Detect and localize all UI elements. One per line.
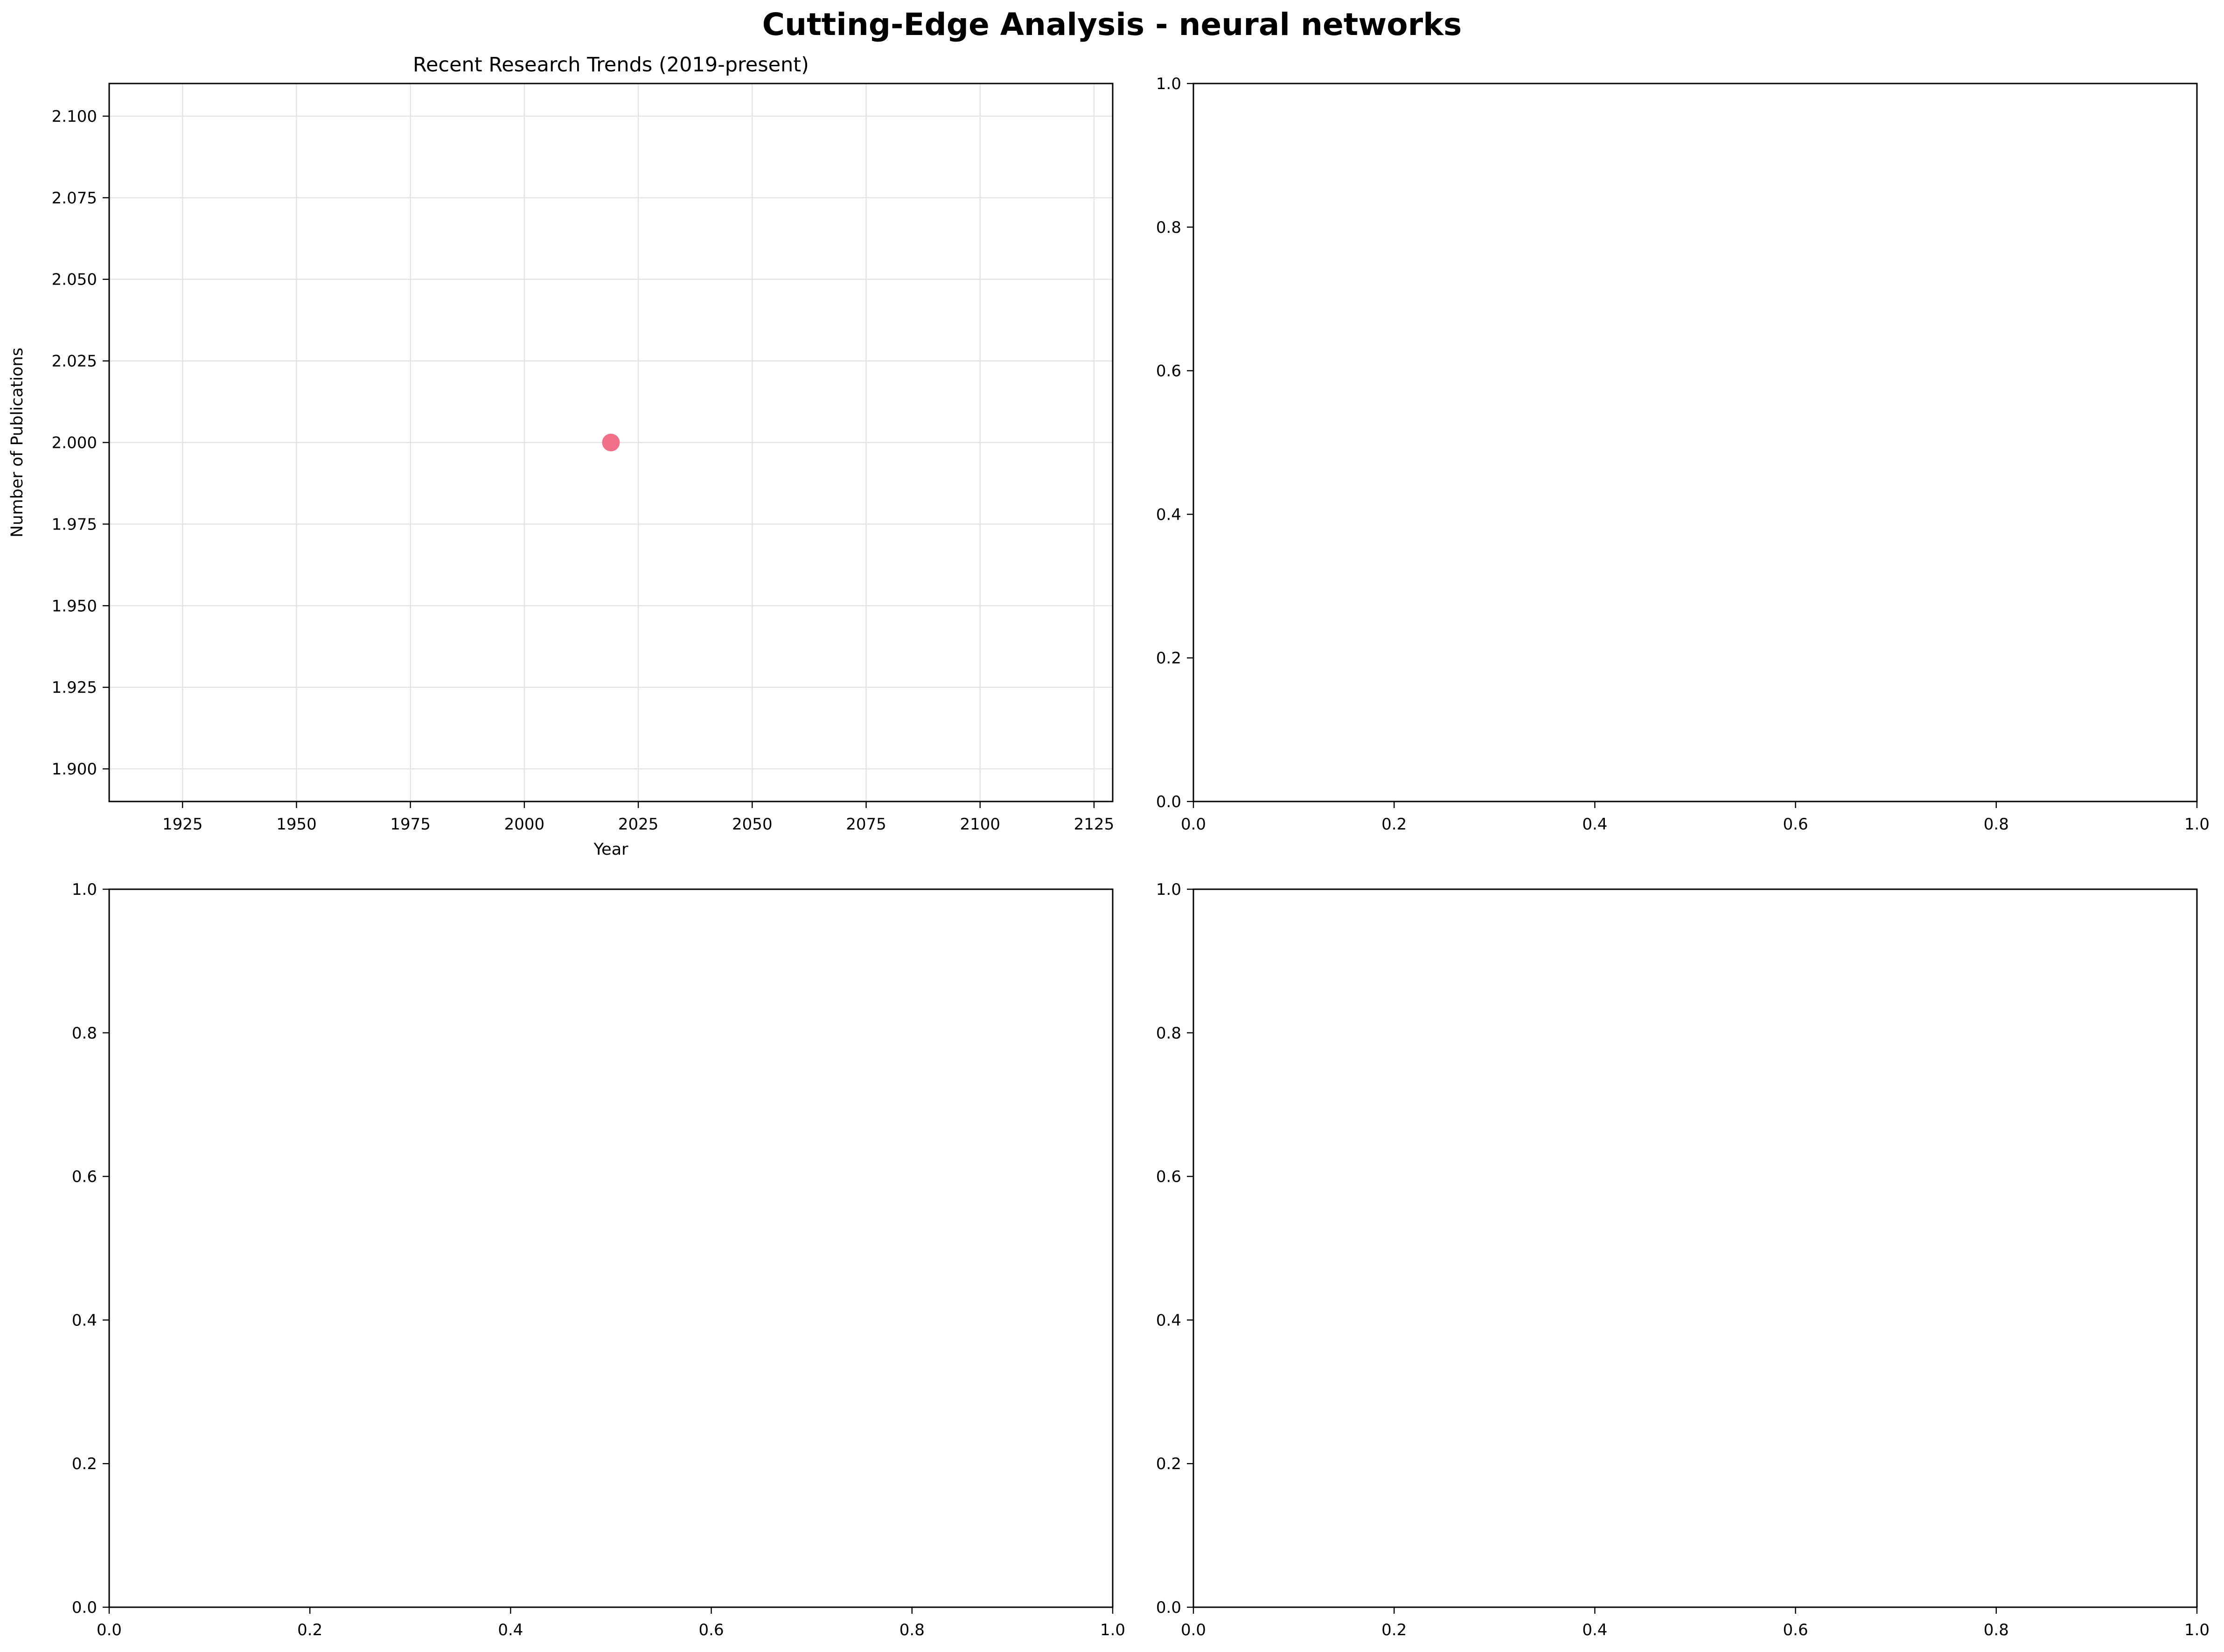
y-tick-label: 0.2 [72, 1455, 97, 1473]
x-tick-label: 0.4 [498, 1621, 523, 1639]
axes-frame [1192, 888, 2198, 1608]
x-tick-label: 1950 [276, 815, 317, 834]
x-tick-label: 0.0 [1181, 815, 1206, 834]
y-tick-label: 0.8 [1156, 1024, 1181, 1043]
panel-bottom-right: 0.0 0.2 0.4 0.6 0.8 1.0 0.0 0.2 0.4 0.6 0.8 1.0 [1156, 880, 2210, 1639]
y-tick-label: 2.100 [52, 107, 97, 126]
y-tick-label: 0.6 [1156, 1168, 1181, 1186]
x-tick-label: 2050 [732, 815, 773, 834]
y-tick-label: 0.4 [1156, 1311, 1181, 1330]
axes-frame [1192, 83, 2198, 802]
x-tick-label: 2125 [1074, 815, 1115, 834]
y-tick-label: 0.2 [1156, 649, 1181, 668]
y-tick-label: 0.8 [1156, 218, 1181, 237]
y-tick-label: 1.0 [1156, 75, 1181, 93]
y-tick-label: 0.2 [1156, 1455, 1181, 1473]
x-tick-label: 1975 [390, 815, 431, 834]
y-tick-label: 0.0 [72, 1598, 97, 1617]
x-tick-label: 1.0 [2184, 1621, 2210, 1639]
x-tick-label: 0.4 [1582, 1621, 1607, 1639]
x-tick-label: 2025 [618, 815, 659, 834]
y-tick-label: 2.025 [52, 352, 97, 371]
x-tick-label: 0.8 [1984, 815, 2009, 834]
x-axis-label: Year [593, 840, 628, 859]
x-tick-label: 2100 [960, 815, 1000, 834]
chart-title: Recent Research Trends (2019-present) [413, 53, 809, 77]
x-tick-label: 0.8 [1984, 1621, 2009, 1639]
x-tick-label: 0.2 [297, 1621, 322, 1639]
axes-frame [108, 888, 1114, 1608]
x-tick-label: 0.6 [1783, 1621, 1808, 1639]
y-tick-label: 0.4 [1156, 505, 1181, 524]
x-tick-label: 0.6 [1783, 815, 1808, 834]
x-tick-label: 0.2 [1381, 1621, 1407, 1639]
x-tick-label: 1925 [162, 815, 203, 834]
panel-bottom-left: 0.0 0.2 0.4 0.6 0.8 1.0 0.0 0.2 0.4 0.6 0.8 1.0 [72, 880, 1125, 1639]
y-tick-label: 2.050 [52, 271, 97, 289]
y-tick-label: 1.975 [52, 515, 97, 534]
axes-frame [108, 83, 1114, 802]
y-tick-label: 2.075 [52, 189, 97, 208]
x-tick-label: 0.6 [699, 1621, 724, 1639]
x-tick-label: 1.0 [2184, 815, 2210, 834]
y-tick-label: 1.900 [52, 760, 97, 779]
x-tick-label: 0.2 [1381, 815, 1407, 834]
y-tick-label: 1.0 [1156, 880, 1181, 899]
y-tick-label: 0.6 [72, 1168, 97, 1186]
figure-title: Cutting-Edge Analysis - neural networks [762, 7, 1462, 42]
y-tick-label: 1.925 [52, 678, 97, 697]
panel-top-right: 0.0 0.2 0.4 0.6 0.8 1.0 0.0 0.2 0.4 0.6 0.8 1.0 [1156, 75, 2210, 834]
y-tick-label: 0.8 [72, 1024, 97, 1043]
y-axis-label: Number of Publications [8, 348, 27, 537]
x-tick-label: 2000 [504, 815, 545, 834]
y-tick-label: 0.0 [1156, 793, 1181, 811]
x-tick-label: 0.4 [1582, 815, 1607, 834]
y-tick-label: 0.4 [72, 1311, 97, 1330]
x-tick-label: 0.0 [1181, 1621, 1206, 1639]
panel-top-left: 1925 1950 1975 2000 2025 2050 2075 2100 2125 1.90… [8, 53, 1114, 859]
x-tick-label: 0.0 [97, 1621, 122, 1639]
x-tick-label: 1.0 [1100, 1621, 1125, 1639]
data-point [602, 433, 620, 452]
x-tick-label: 0.8 [899, 1621, 925, 1639]
x-tick-label: 2075 [846, 815, 886, 834]
y-tick-label: 0.6 [1156, 362, 1181, 381]
y-tick-label: 2.000 [52, 434, 97, 453]
y-tick-label: 1.0 [72, 880, 97, 899]
y-tick-label: 1.950 [52, 597, 97, 615]
y-tick-label: 0.0 [1156, 1598, 1181, 1617]
